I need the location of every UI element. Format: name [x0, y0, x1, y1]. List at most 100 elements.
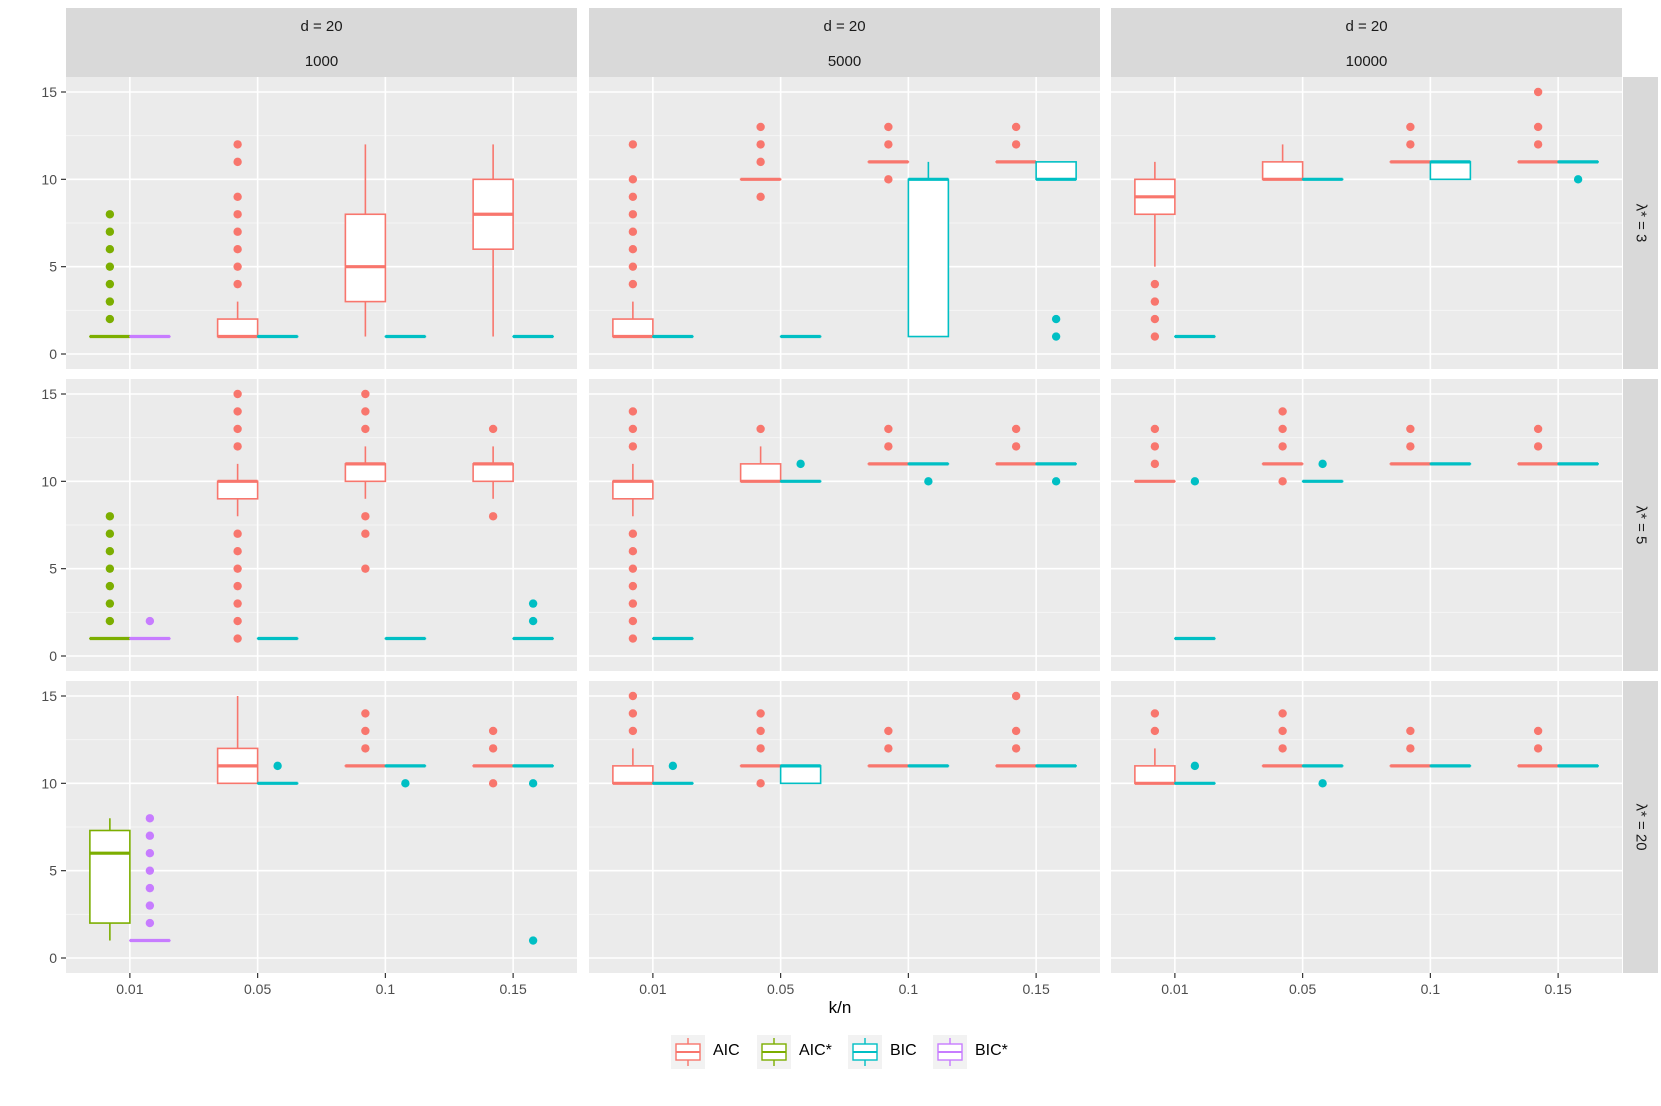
outlier-point [628, 175, 638, 184]
outlier-point [488, 779, 498, 788]
outlier-point [233, 157, 242, 167]
outlier-point [1150, 459, 1160, 469]
outlier-point [628, 442, 638, 451]
outlier-point [1150, 279, 1160, 289]
outlier-point [233, 581, 242, 591]
box-aic-cat1 [739, 424, 782, 483]
box-aic-cat2 [867, 424, 910, 466]
outlier-point [1150, 709, 1160, 718]
outlier-point [796, 459, 805, 469]
outlier-point [1278, 726, 1287, 736]
outlier-point [528, 936, 538, 945]
outlier-point [233, 192, 242, 201]
box-aic-cat3 [472, 424, 514, 521]
x-tick-label: 0.05 [767, 981, 794, 997]
outlier-point [756, 744, 765, 753]
outlier-point [628, 407, 638, 416]
outlier-point [1190, 761, 1200, 771]
outlier-point [233, 245, 242, 254]
box-aic-cat3 [472, 144, 514, 337]
strip-background [1623, 77, 1658, 369]
outlier-point [361, 726, 370, 736]
outlier-point [924, 477, 933, 486]
outlier-point [145, 616, 155, 626]
y-tick-label: 10 [41, 171, 57, 187]
outlier-point [1150, 314, 1160, 324]
outlier-point [105, 564, 115, 573]
outlier-point [628, 529, 638, 538]
box-bicstar-cat0 [129, 616, 171, 641]
box-aic-cat3 [995, 691, 1037, 768]
outlier-point [105, 547, 115, 556]
outlier-point [628, 547, 638, 556]
strip-label-line1: d = 20 [823, 18, 865, 35]
y-tick-label: 5 [49, 259, 57, 275]
outlier-point [233, 140, 242, 149]
box-body [612, 765, 654, 785]
box-body [344, 213, 387, 303]
outlier-point [1406, 726, 1415, 736]
outlier-point [1533, 424, 1543, 434]
outlier-point [105, 599, 115, 608]
outlier-point [233, 227, 242, 236]
outlier-point [401, 779, 410, 788]
outlier-point [105, 314, 115, 324]
box-aic-cat0 [1134, 424, 1176, 483]
outlier-point [628, 279, 638, 289]
outlier-point [628, 564, 638, 573]
box-body [216, 480, 259, 500]
box-bic-cat2 [384, 764, 427, 788]
legend-label: BIC* [975, 1042, 1008, 1059]
outlier-point [756, 726, 765, 736]
outlier-point [628, 691, 638, 701]
outlier-point [105, 279, 115, 289]
box-aic-cat2 [1389, 424, 1432, 466]
x-tick-label: 0.15 [500, 981, 527, 997]
outlier-point [1150, 297, 1160, 306]
strip-label-line1: d = 20 [300, 18, 342, 35]
outlier-point [884, 442, 893, 451]
x-tick-label: 0.1 [1421, 981, 1441, 997]
outlier-point [1533, 87, 1543, 97]
outlier-point [1150, 332, 1160, 341]
outlier-point [528, 616, 538, 626]
y-tick-label: 10 [41, 473, 57, 489]
outlier-point [628, 726, 638, 736]
outlier-point [628, 227, 638, 236]
outlier-point [488, 512, 498, 521]
outlier-point [884, 424, 893, 434]
legend: AIC AIC* BIC BIC* [671, 1035, 1008, 1069]
y-tick-label: 0 [49, 950, 57, 966]
x-tick-label: 0.15 [1545, 981, 1572, 997]
outlier-point [1051, 314, 1061, 324]
box-body [612, 318, 654, 338]
outlier-point [1278, 407, 1287, 416]
boxes-r2-c2 [1134, 709, 1599, 788]
panel-r0-c1 [589, 77, 1100, 369]
box-aicstar-cat0 [89, 210, 131, 339]
box-bic-cat3 [1557, 160, 1599, 184]
box-bic-cat0 [1174, 761, 1216, 785]
box-bic-cat1 [779, 459, 822, 483]
x-tick-label: 0.1 [376, 981, 396, 997]
outlier-point [233, 564, 242, 573]
box-aic-cat0 [1134, 161, 1176, 341]
outlier-point [1150, 424, 1160, 434]
box-bic-cat3 [512, 764, 554, 945]
row-strip-1: λ* = 5 [1623, 379, 1658, 671]
outlier-point [233, 389, 242, 399]
outlier-point [1318, 779, 1327, 788]
outlier-point [1051, 332, 1061, 341]
boxes-r1-c1 [612, 407, 1077, 643]
outlier-point [488, 726, 498, 736]
box-aic-cat3 [995, 122, 1037, 164]
box-body [216, 318, 259, 338]
panel-r1-c1 [589, 379, 1100, 671]
outlier-point [1278, 744, 1287, 753]
box-aic-cat1 [216, 389, 259, 643]
row-strip-label: λ* = 20 [1633, 803, 1650, 850]
box-body [1429, 161, 1472, 181]
outlier-point [528, 599, 538, 608]
outlier-point [628, 210, 638, 219]
outlier-point [1406, 442, 1415, 451]
